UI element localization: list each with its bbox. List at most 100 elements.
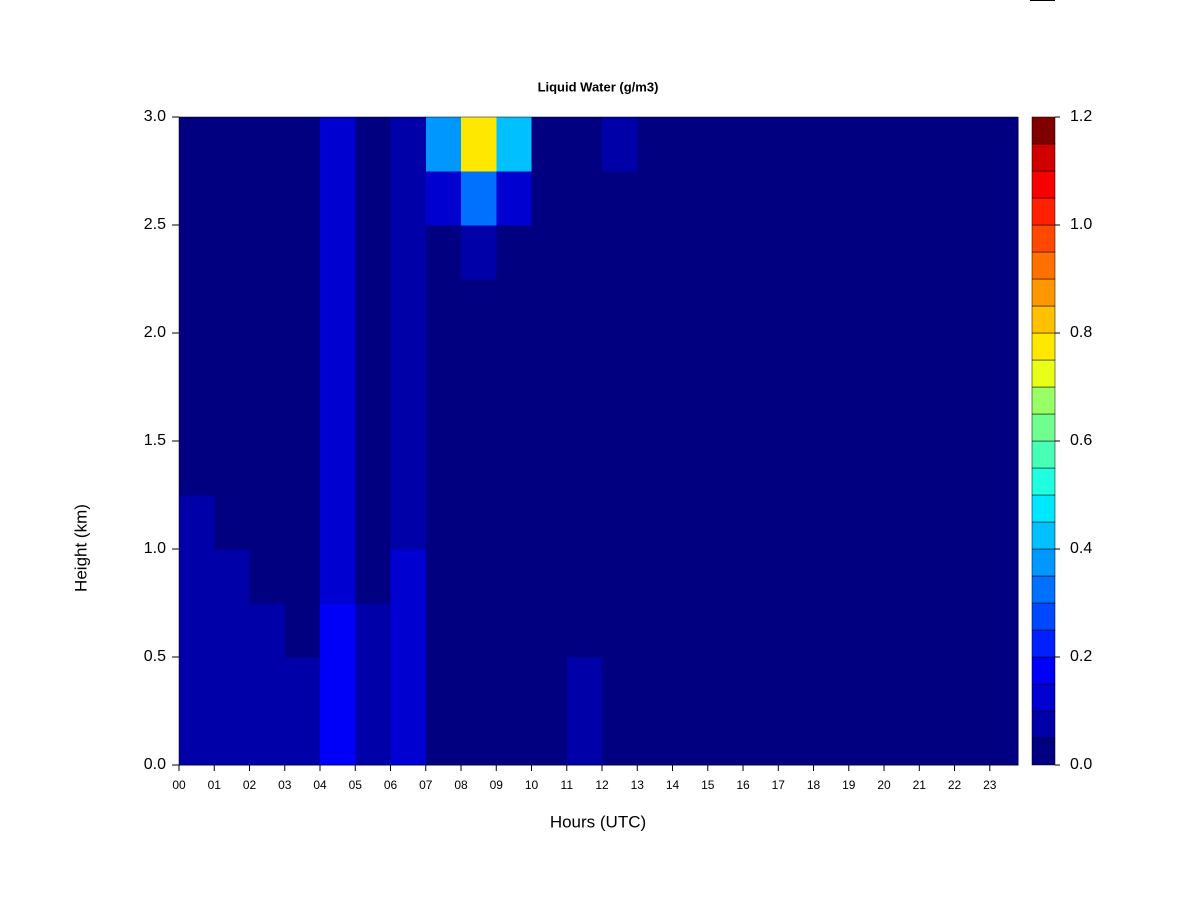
heat-cell: [743, 387, 779, 442]
heat-cell: [214, 711, 251, 766]
colorbar-segment: [1031, 737, 1056, 766]
heat-cell: [602, 549, 638, 604]
heat-cell: [461, 711, 497, 766]
heat-cell: [813, 333, 850, 388]
heat-cell: [249, 117, 286, 172]
colorbar-segment: [1031, 116, 1056, 145]
colorbar-segment: [1031, 656, 1056, 685]
heat-cell: [602, 657, 638, 712]
heat-cell: [707, 495, 744, 550]
heat-cell: [214, 441, 251, 496]
colorbar-tick-label: 0.2: [1070, 648, 1092, 665]
heat-cell: [214, 279, 251, 334]
colorbar-segment: [1031, 629, 1056, 658]
heat-cell: [531, 387, 568, 442]
heat-cell: [813, 225, 850, 280]
heat-cell: [778, 603, 815, 658]
heat-cell: [461, 117, 497, 172]
heat-cell: [214, 387, 251, 442]
heat-cell: [989, 171, 1019, 226]
heat-cell: [707, 117, 744, 172]
colorbar-segment: [1031, 683, 1056, 712]
heat-cell: [496, 549, 533, 604]
x-tick-label: 07: [419, 778, 433, 792]
heat-cell: [743, 549, 779, 604]
heat-cell: [355, 117, 392, 172]
heat-cell: [637, 495, 674, 550]
x-tick-label: 11: [561, 778, 574, 792]
heat-cell: [214, 603, 251, 658]
chart-title: Liquid Water (g/m3): [538, 79, 659, 94]
heat-cell: [884, 333, 920, 388]
heat-cell: [848, 711, 885, 766]
heat-cell: [884, 171, 920, 226]
heat-cell: [743, 495, 779, 550]
heat-cell: [320, 171, 356, 226]
colorbar-tick-label: 0.8: [1070, 324, 1092, 341]
heat-cell: [778, 657, 815, 712]
heat-cell: [249, 657, 286, 712]
heat-cell: [320, 549, 356, 604]
heat-cell: [179, 279, 215, 334]
colorbar-segment: [1031, 548, 1056, 577]
heat-cell: [284, 387, 321, 442]
heat-cell: [989, 387, 1019, 442]
heat-cell: [707, 441, 744, 496]
heat-cell: [566, 603, 603, 658]
heat-cell: [919, 171, 956, 226]
heat-cell: [707, 711, 744, 766]
heat-cell: [848, 441, 885, 496]
heat-cell: [284, 657, 321, 712]
heat-cell: [249, 711, 286, 766]
heat-cell: [884, 279, 920, 334]
heat-cell: [214, 333, 251, 388]
heat-cell: [320, 657, 356, 712]
heat-cell: [743, 225, 779, 280]
heat-cell: [743, 279, 779, 334]
colorbar-segment: [1031, 440, 1056, 469]
heat-cell: [884, 603, 920, 658]
heat-cell: [179, 495, 215, 550]
heat-cell: [179, 117, 215, 172]
heat-cell: [320, 441, 356, 496]
heat-cell: [848, 333, 885, 388]
heat-cell: [637, 657, 674, 712]
colorbar-tick-label: 0.6: [1070, 432, 1092, 449]
heat-cell: [390, 225, 427, 280]
heat-cell: [884, 441, 920, 496]
heat-cell: [919, 603, 956, 658]
heat-cell: [919, 657, 956, 712]
heat-cell: [249, 225, 286, 280]
x-tick-label: 20: [877, 778, 891, 792]
heat-cell: [566, 333, 603, 388]
heat-cell: [848, 387, 885, 442]
heat-cell: [637, 603, 674, 658]
colorbar-segment: [1031, 602, 1056, 631]
heat-cell: [602, 171, 638, 226]
heat-cell: [249, 603, 286, 658]
heat-cell: [284, 495, 321, 550]
heat-cell: [602, 387, 638, 442]
heat-cell: [461, 279, 497, 334]
colorbar-segment: [1031, 494, 1056, 523]
x-tick-label: 02: [243, 778, 257, 792]
heat-cell: [743, 657, 779, 712]
x-axis-label: Hours (UTC): [550, 812, 646, 831]
x-tick-label: 18: [807, 778, 821, 792]
heat-cell: [602, 333, 638, 388]
heat-cell: [179, 657, 215, 712]
heat-cell: [954, 657, 991, 712]
heat-cell: [813, 549, 850, 604]
heat-cell: [179, 711, 215, 766]
heat-cell: [214, 225, 251, 280]
heat-cell: [919, 711, 956, 766]
heat-cell: [743, 333, 779, 388]
heat-cell: [813, 279, 850, 334]
heat-cell: [848, 279, 885, 334]
heat-cell: [954, 495, 991, 550]
heat-cell: [390, 117, 427, 172]
heat-cell: [672, 117, 709, 172]
colorbar-segment: [1031, 278, 1056, 307]
x-tick-label: 03: [278, 778, 292, 792]
